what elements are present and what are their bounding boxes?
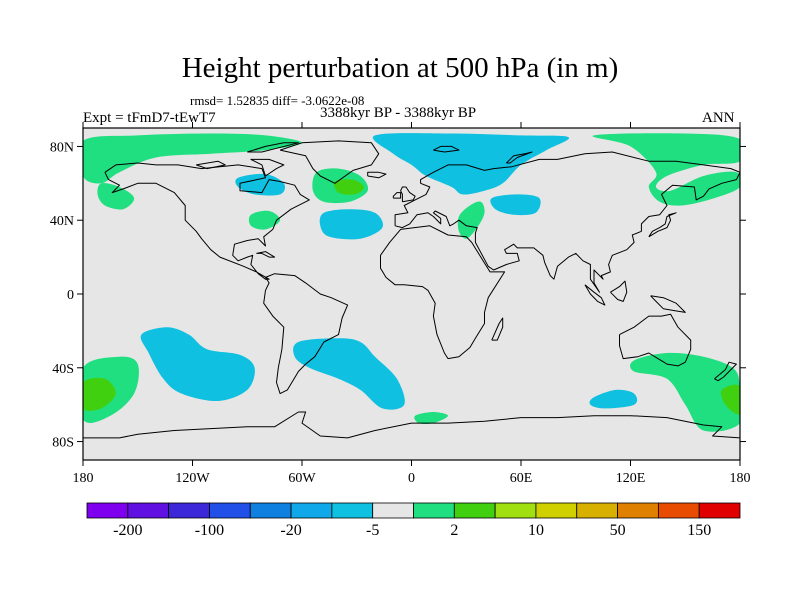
- season-label: ANN: [702, 110, 735, 126]
- stats-label: rmsd= 1.52835 diff= -3.0622e-08: [190, 93, 365, 108]
- coastline-ellesmere-island: [247, 142, 299, 153]
- colorbar-swatch: [535, 502, 578, 519]
- anomaly-region-positive-6: [457, 201, 485, 239]
- experiment-label: Expt = tFmD7-tEwT7: [83, 110, 216, 126]
- coastlines: [83, 140, 740, 439]
- anomaly-region-negative-18: [293, 338, 405, 410]
- colorbar-swatch: [453, 502, 496, 519]
- colorbar: -200 -100 -20 -5 2 10 50 150: [86, 502, 741, 539]
- map-background: [83, 128, 740, 460]
- lat-tick-label: 40S: [52, 362, 74, 377]
- colorbar-swatch: [494, 502, 537, 519]
- colorbar-swatch: [698, 502, 741, 519]
- colorbar-swatch: [331, 502, 374, 519]
- anomaly-region-positive-9: [720, 384, 740, 415]
- colorbar-label: -100: [195, 522, 224, 539]
- coastline-victoria-island: [196, 160, 226, 170]
- anomaly-region-negative-15: [319, 209, 383, 240]
- lat-tick-label: 40N: [50, 214, 74, 229]
- coastline-baffin-island: [250, 158, 285, 177]
- anomaly-region-positive-1: [97, 182, 135, 210]
- anomaly-region-negative-13: [372, 133, 570, 195]
- coastline-borneo: [610, 280, 628, 302]
- lon-tick-label: 60E: [510, 471, 533, 486]
- anomaly-region-positive-11: [83, 377, 116, 411]
- coastline-svalbard: [433, 145, 460, 153]
- colorbar-swatch: [617, 502, 659, 519]
- coastline-british-isles: [400, 186, 416, 203]
- anomaly-region-negative-16: [490, 194, 541, 216]
- colorbar-label: 2: [450, 522, 458, 539]
- coastline-new-guinea: [650, 295, 686, 313]
- anomaly-region-positive-4: [248, 210, 281, 230]
- coastline-south-america: [263, 273, 349, 395]
- anomaly-region-positive-8: [630, 352, 740, 432]
- coastline-sumatra: [584, 284, 606, 306]
- colorbar-label: 10: [528, 522, 544, 539]
- colorbar-swatch: [168, 502, 210, 519]
- lon-tick-label: 120W: [175, 471, 210, 486]
- colorbar-label: 150: [687, 522, 711, 539]
- colorbar-label: 50: [610, 522, 626, 539]
- lon-tick-label: 0: [408, 471, 415, 486]
- colorbar-swatch: [290, 502, 333, 519]
- coastline-new-zealand: [714, 361, 737, 382]
- coastline-japan: [648, 212, 677, 238]
- colorbar-swatch: [372, 502, 414, 519]
- colorbar-label: -5: [366, 522, 379, 539]
- lon-tick-label: 180: [73, 471, 94, 486]
- anomaly-region-positive-3: [333, 179, 365, 195]
- plot-title: Height perturbation at 500 hPa (in m): [181, 52, 619, 84]
- coastline-cuba: [256, 251, 276, 258]
- anomaly-region-positive-12: [414, 412, 448, 424]
- lon-tick-label: 120E: [616, 471, 646, 486]
- coastline-greenland: [279, 140, 380, 184]
- coastline-iceland: [367, 171, 387, 179]
- lon-tick-label: 180: [730, 471, 751, 486]
- colorbar-swatch: [209, 502, 251, 519]
- coastline-north-america: [104, 162, 310, 280]
- colorbar-swatch: [127, 502, 170, 519]
- coastline-australia: [619, 313, 692, 367]
- lat-tick-label: 0: [67, 288, 74, 303]
- period-label: 3388kyr BP - 3388kyr BP: [320, 105, 477, 121]
- coastline-antarctica: [83, 411, 740, 439]
- lat-tick-label: 80N: [50, 140, 74, 155]
- colorbar-label: -20: [280, 522, 301, 539]
- colorbar-swatch: [413, 502, 455, 519]
- anomaly-region-positive-7: [592, 133, 740, 206]
- coastline-eurasia: [394, 151, 740, 293]
- colorbar-label: -200: [113, 522, 142, 539]
- anomaly-region-positive-0: [83, 133, 302, 184]
- anomaly-region-negative-14: [235, 173, 285, 196]
- coastline-ireland: [392, 192, 402, 199]
- lat-tick-label: 80S: [52, 436, 74, 451]
- coastline-africa: [380, 225, 506, 360]
- anomaly-region-negative-19: [589, 389, 638, 409]
- colorbar-swatch: [86, 502, 129, 519]
- colorbar-swatch: [576, 502, 618, 519]
- axis-ticks: 80N 40N 0 40S 80S 180 120W 60W 0 60E 120E 180: [50, 122, 751, 486]
- coastline-madagascar: [491, 317, 504, 341]
- coastline-novaya-zemlya: [506, 151, 533, 164]
- colorbar-swatch: [249, 502, 292, 519]
- lon-tick-label: 60W: [288, 471, 316, 486]
- anomaly-region-negative-17: [140, 327, 255, 402]
- colorbar-swatch: [657, 502, 700, 519]
- anomaly-regions: [83, 133, 740, 432]
